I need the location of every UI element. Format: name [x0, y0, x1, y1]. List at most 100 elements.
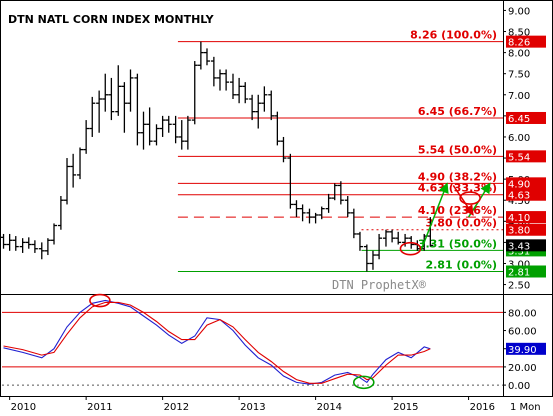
ohlc-bar: [395, 231, 402, 245]
ohlc-bar: [146, 107, 153, 146]
ohlc-bar: [274, 111, 281, 146]
ohlc-bar: [318, 206, 325, 220]
annotation-circle: [399, 241, 422, 256]
x-tick-label: 2013: [240, 402, 265, 413]
fib-level-label: 3.80 (0.0%): [425, 217, 497, 230]
ohlc-bar: [25, 237, 32, 249]
price-tag: 8.26: [506, 35, 546, 49]
annotation-circle: [89, 293, 111, 308]
price-tag: 2.81: [506, 265, 546, 278]
x-tick-label: 2016: [470, 402, 495, 413]
price-tag-label: 3.31: [508, 246, 530, 257]
ohlc-bar: [299, 204, 306, 222]
annotation-arrow: [420, 182, 449, 251]
chart-frame: [0, 0, 553, 397]
y-tick-label: 20.00: [508, 363, 537, 374]
price-tag-label: 2.81: [508, 267, 530, 278]
x-tick-label: 2015: [393, 402, 418, 413]
price-tag-label: 4.10: [508, 213, 530, 224]
ohlc-bar: [89, 96, 96, 137]
ohlc-bar: [306, 208, 313, 224]
ohlc-bar: [197, 41, 204, 70]
ohlc-bar: [38, 242, 45, 260]
price-tag: 6.45: [506, 111, 546, 125]
ohlc-bar: [223, 69, 230, 91]
ohlc-bar: [12, 236, 19, 251]
fib-level-label: 5.54 (50.0%): [418, 143, 497, 156]
ohlc-bar: [203, 48, 210, 66]
ohlc-bar: [293, 200, 300, 218]
x-tick-label: 2011: [87, 402, 112, 413]
annotation-circle: [352, 375, 375, 390]
fib-level-label: 4.90 (38.2%): [418, 170, 497, 183]
ohlc-bar: [280, 136, 287, 163]
last-value-tag: 39.90: [506, 342, 546, 356]
ohlc-bar: [178, 120, 185, 150]
ohlc-bar: [337, 181, 344, 205]
price-tag-label: 3.43: [508, 241, 530, 252]
ohlc-bar: [402, 233, 409, 247]
ohlc-bar: [70, 153, 77, 188]
ohlc-bar: [51, 223, 58, 245]
ohlc-bar: [255, 94, 262, 129]
price-tag-label: 8.26: [508, 38, 530, 49]
ohlc-bar: [0, 233, 7, 249]
price-tag: 4.10: [506, 211, 546, 224]
ohlc-bar: [356, 231, 363, 251]
fib-level-label: 8.26 (100.0%): [410, 29, 497, 42]
y-tick-label: 6.00: [508, 133, 530, 144]
ohlc-bar: [350, 208, 357, 239]
ohlc-bar: [77, 147, 84, 180]
ohlc-bar: [57, 196, 64, 230]
ohlc-bar: [184, 115, 191, 150]
y-tick-label: 8.00: [508, 49, 530, 60]
ohlc-bar: [331, 183, 338, 201]
ohlc-bar: [427, 217, 434, 247]
ohlc-bar: [31, 240, 38, 253]
price-tag: 5.54: [506, 150, 546, 163]
ohlc-bar: [153, 124, 160, 146]
ohlc-bar: [108, 77, 115, 121]
ohlc-bar: [191, 61, 198, 125]
y-tick-label: 3.00: [508, 259, 530, 270]
price-tag-label: 6.45: [508, 114, 530, 125]
ohlc-bar: [6, 233, 13, 251]
ohlc-bar: [389, 229, 396, 243]
price-panel: 9.008.508.007.507.006.506.005.505.004.50…: [0, 0, 553, 397]
y-tick-label: 0.00: [508, 381, 530, 392]
ohlc-bar: [325, 193, 332, 213]
ohlc-bar: [115, 65, 122, 116]
price-tag: 3.80: [506, 223, 546, 237]
ohlc-bar: [140, 111, 147, 150]
ohlc-bar: [127, 69, 134, 112]
fib-level-label: 3.31 (50.0%): [418, 237, 497, 250]
price-tag-label: 4.63: [508, 191, 530, 202]
ohlc-bar: [312, 212, 319, 224]
fib-level-label: 4.10 (23.6%): [418, 204, 497, 217]
ohlc-bar: [242, 82, 249, 104]
ohlc-bar: [249, 94, 256, 121]
annotation-circle: [459, 191, 481, 205]
x-tick-label: 2014: [317, 402, 342, 413]
ohlc-bar: [369, 250, 376, 270]
ohlc-bar: [19, 238, 26, 253]
fib-level-label: 4.63 (33.3%): [418, 182, 497, 195]
price-tag-label: 4.90: [508, 179, 530, 190]
ohlc-bar: [134, 73, 141, 146]
price-tag: 4.63: [506, 188, 546, 202]
last-value-label: 39.90: [508, 345, 537, 356]
ohlc-bar: [376, 233, 383, 260]
price-tag-label: 5.54: [508, 152, 530, 163]
y-tick-label: 2.50: [508, 281, 530, 292]
ohlc-bar: [363, 244, 370, 272]
stochastic-line: [3, 299, 431, 385]
ohlc-bar: [344, 196, 351, 218]
ohlc-bar: [121, 82, 128, 133]
chart-title: DTN NATL CORN INDEX MONTHLY: [8, 13, 215, 26]
x-tick-label: 2012: [164, 402, 189, 413]
price-tag: 3.43: [506, 239, 546, 252]
y-tick-label: 80.00: [508, 308, 537, 319]
ohlc-bar: [165, 115, 172, 133]
period-label: 1 Mon: [510, 402, 541, 413]
